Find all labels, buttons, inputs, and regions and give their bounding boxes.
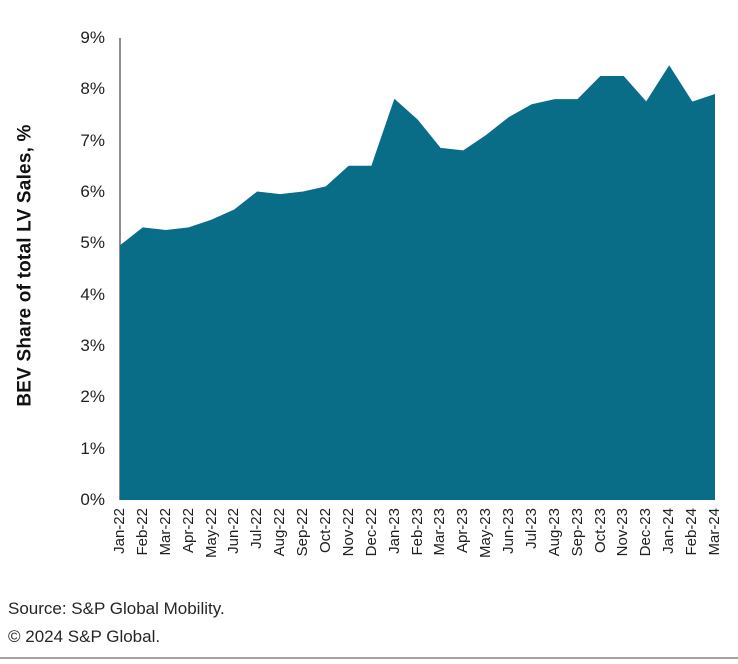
x-tick-label: Mar-22 [156, 508, 174, 556]
y-tick-label: 9% [80, 28, 105, 47]
x-tick-label: May-23 [477, 508, 495, 559]
y-tick-label: 4% [80, 284, 105, 304]
x-tick-label: Feb-24 [683, 508, 701, 556]
area-series [119, 65, 716, 501]
x-tick-label: Dec-23 [637, 508, 655, 557]
x-tick-label: Nov-23 [614, 508, 632, 557]
y-tick-label: 8% [80, 79, 105, 99]
x-tick-label: Feb-22 [133, 508, 151, 556]
x-tick-label: Apr-22 [179, 508, 197, 554]
x-tick-label: Aug-22 [271, 508, 289, 557]
x-tick-label: Aug-23 [545, 508, 563, 557]
y-tick-label: 3% [80, 336, 105, 355]
y-axis-title: BEV Share of total LV Sales, % [14, 124, 36, 407]
y-tick-label: 7% [80, 130, 105, 150]
y-tick-label: 0% [80, 490, 105, 509]
area-plot [119, 38, 716, 501]
bottom-divider [0, 657, 738, 659]
area-chart-svg [119, 65, 716, 501]
y-tick-label: 6% [80, 182, 105, 201]
y-tick-label: 2% [80, 387, 105, 407]
x-tick-label: Sep-22 [294, 508, 312, 557]
copyright-note: © 2024 S&P Global. [8, 627, 161, 646]
x-tick-label: Apr-23 [454, 508, 472, 554]
x-tick-label: Oct-23 [591, 508, 609, 554]
x-tick-label: Jun-22 [225, 508, 243, 554]
source-note: Source: S&P Global Mobility. [8, 599, 225, 618]
x-tick-label: Dec-22 [362, 508, 380, 557]
x-tick-label: Jun-23 [500, 508, 518, 554]
x-tick-label: Mar-23 [431, 508, 449, 556]
x-tick-label: Sep-23 [568, 508, 586, 557]
x-tick-label: Nov-22 [339, 508, 357, 557]
x-tick-label: Jan-23 [385, 508, 403, 554]
x-tick-label: Jan-24 [660, 508, 678, 554]
x-tick-label: May-22 [202, 508, 220, 559]
x-tick-label: Jan-22 [111, 508, 128, 554]
x-tick-label: Jul-22 [248, 508, 266, 549]
y-tick-label: 1% [80, 438, 105, 458]
x-tick-label: Mar-24 [706, 508, 723, 556]
y-tick-label: 5% [80, 233, 105, 253]
x-tick-label: Feb-23 [408, 508, 426, 556]
x-tick-label: Jul-23 [522, 508, 540, 549]
x-tick-label: Oct-22 [316, 508, 334, 554]
